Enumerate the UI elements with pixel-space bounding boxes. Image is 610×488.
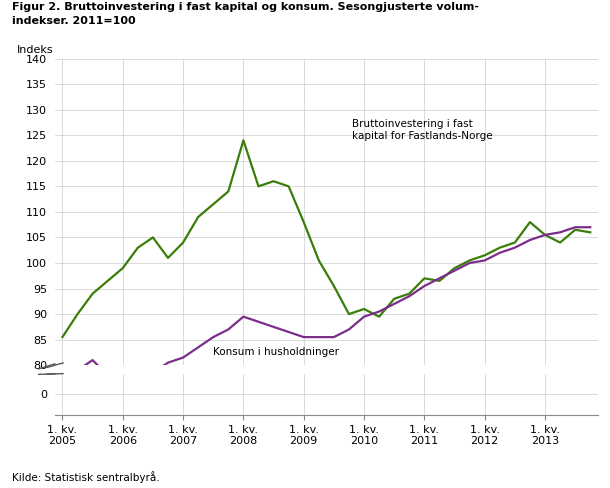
Text: indekser. 2011=100: indekser. 2011=100: [12, 16, 136, 25]
Text: Figur 2. Bruttoinvestering i fast kapital og konsum. Sesongjusterte volum-: Figur 2. Bruttoinvestering i fast kapita…: [12, 2, 479, 12]
Text: Konsum i husholdninger: Konsum i husholdninger: [214, 347, 339, 357]
Text: Kilde: Statistisk sentralbyrå.: Kilde: Statistisk sentralbyrå.: [12, 471, 160, 483]
Text: Bruttoinvestering i fast
kapital for Fastlands-Norge: Bruttoinvestering i fast kapital for Fas…: [352, 119, 493, 141]
Text: Indeks: Indeks: [17, 45, 54, 56]
